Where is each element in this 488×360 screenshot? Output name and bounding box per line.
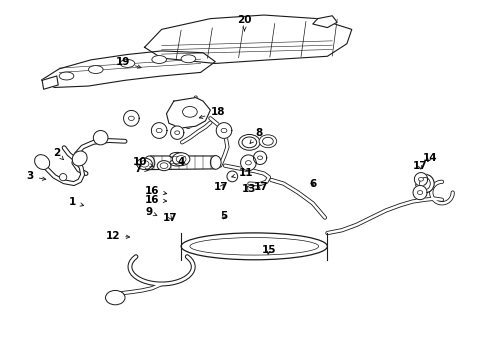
Text: 15: 15: [261, 245, 276, 255]
Polygon shape: [253, 151, 266, 165]
Circle shape: [137, 158, 152, 170]
Ellipse shape: [152, 55, 166, 63]
Circle shape: [157, 161, 170, 171]
Text: 13: 13: [242, 184, 256, 194]
Ellipse shape: [144, 156, 155, 170]
Ellipse shape: [120, 59, 135, 67]
Ellipse shape: [59, 72, 74, 80]
Text: 17: 17: [412, 161, 427, 171]
Circle shape: [259, 135, 276, 148]
Circle shape: [174, 131, 179, 135]
Ellipse shape: [419, 177, 429, 190]
Text: 6: 6: [308, 179, 316, 189]
Ellipse shape: [72, 151, 87, 166]
Ellipse shape: [35, 155, 50, 170]
Text: 1: 1: [69, 197, 83, 207]
Circle shape: [417, 190, 422, 194]
Polygon shape: [42, 76, 58, 89]
Polygon shape: [312, 16, 336, 28]
Text: 18: 18: [199, 107, 224, 118]
Text: 19: 19: [115, 57, 141, 68]
Ellipse shape: [93, 131, 108, 145]
Text: 14: 14: [422, 153, 436, 163]
Text: 17: 17: [163, 213, 177, 222]
Text: 17: 17: [254, 182, 268, 192]
Polygon shape: [123, 111, 139, 126]
Polygon shape: [151, 123, 166, 138]
Text: 9: 9: [145, 207, 157, 217]
Circle shape: [140, 161, 149, 167]
Circle shape: [176, 156, 185, 163]
Circle shape: [238, 134, 260, 150]
Text: 5: 5: [220, 211, 227, 221]
Polygon shape: [149, 156, 216, 170]
Text: 11: 11: [231, 168, 253, 178]
Ellipse shape: [181, 233, 327, 260]
Circle shape: [172, 153, 189, 166]
Polygon shape: [166, 98, 210, 128]
Circle shape: [182, 107, 197, 117]
Text: 7: 7: [134, 163, 148, 174]
Circle shape: [156, 129, 162, 133]
Polygon shape: [170, 126, 183, 139]
Polygon shape: [240, 155, 256, 171]
Circle shape: [128, 116, 134, 121]
Text: 16: 16: [144, 195, 166, 205]
Circle shape: [242, 137, 256, 148]
Text: 8: 8: [249, 129, 262, 143]
Ellipse shape: [88, 66, 103, 73]
Ellipse shape: [169, 159, 184, 166]
Text: 16: 16: [144, 186, 166, 196]
Ellipse shape: [226, 171, 237, 182]
Polygon shape: [144, 15, 351, 63]
Ellipse shape: [169, 152, 184, 159]
Circle shape: [262, 137, 273, 145]
Circle shape: [105, 291, 125, 305]
Circle shape: [245, 161, 251, 165]
Circle shape: [221, 129, 226, 133]
Polygon shape: [412, 185, 426, 200]
Polygon shape: [42, 51, 215, 87]
Text: 2: 2: [53, 148, 63, 160]
Circle shape: [418, 177, 423, 181]
Polygon shape: [216, 123, 231, 138]
Text: 20: 20: [237, 15, 251, 31]
Circle shape: [160, 163, 167, 168]
Text: 12: 12: [105, 231, 129, 240]
Polygon shape: [413, 172, 427, 186]
Ellipse shape: [210, 156, 221, 169]
Text: 10: 10: [132, 157, 153, 167]
Text: 4: 4: [177, 157, 184, 167]
Ellipse shape: [60, 174, 67, 181]
Ellipse shape: [181, 55, 195, 63]
Text: 3: 3: [26, 171, 46, 181]
Ellipse shape: [189, 238, 318, 255]
Text: 17: 17: [214, 182, 228, 192]
Circle shape: [257, 156, 262, 159]
Ellipse shape: [415, 174, 433, 193]
